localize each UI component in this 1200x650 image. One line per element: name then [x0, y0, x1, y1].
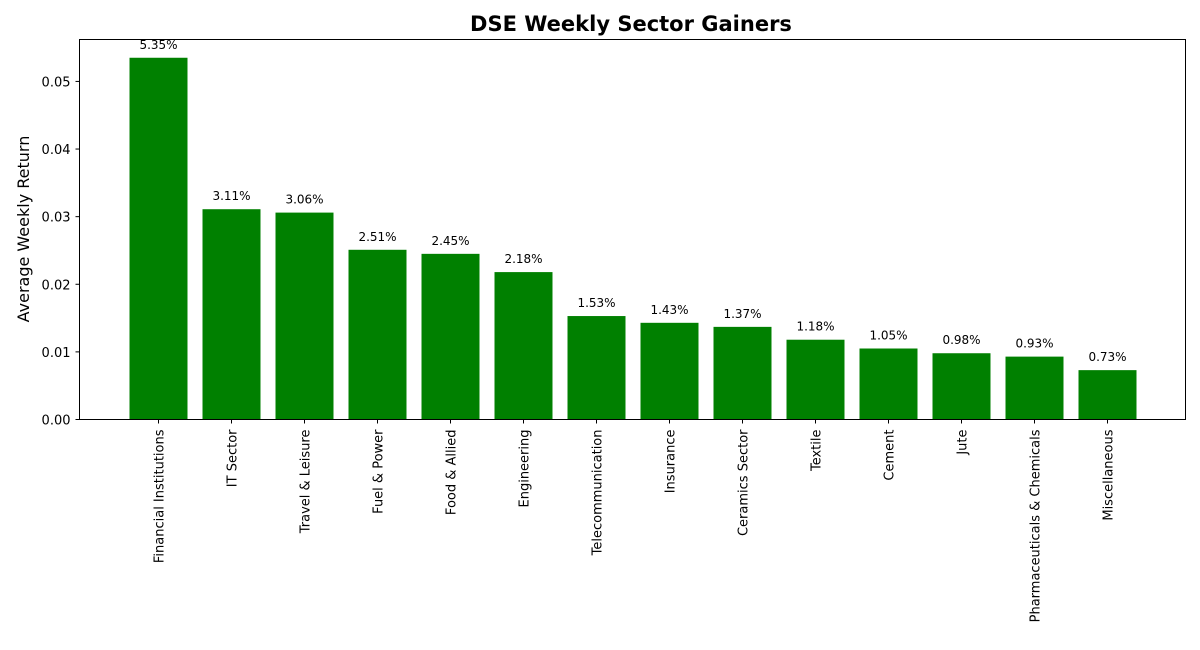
x-tick-label: Jute	[956, 430, 971, 456]
bar	[713, 326, 772, 420]
x-tick-label: Telecommunication	[591, 430, 606, 557]
bar	[129, 57, 188, 420]
x-tick-label: Miscellaneous	[1102, 429, 1117, 520]
x-tick-label: Engineering	[518, 430, 533, 508]
y-tick-label: 0.05	[42, 75, 71, 90]
bar-value-label: 1.18%	[796, 320, 834, 334]
x-tick-label: Food & Allied	[445, 430, 460, 516]
x-tick-label: Textile	[810, 430, 825, 473]
bar	[1078, 370, 1137, 420]
chart-title: DSE Weekly Sector Gainers	[470, 12, 792, 36]
y-tick-label: 0.02	[42, 278, 71, 293]
bar	[348, 249, 407, 420]
bar	[640, 322, 699, 420]
bar-value-label: 0.98%	[942, 333, 980, 347]
bar-value-label: 5.35%	[139, 38, 177, 52]
bar	[421, 253, 480, 420]
bar-value-label: 0.73%	[1088, 350, 1126, 364]
x-tick-label: Financial Institutions	[153, 429, 168, 563]
bar-value-label: 2.51%	[358, 230, 396, 244]
bar-value-label: 2.45%	[431, 234, 469, 248]
bar	[494, 272, 553, 420]
bar	[1005, 356, 1064, 420]
bar	[786, 339, 845, 420]
bar	[932, 353, 991, 420]
bar-value-label: 2.18%	[504, 252, 542, 266]
bars-group	[129, 57, 1137, 420]
y-tick-label: 0.03	[42, 211, 71, 226]
x-tick-label: Ceramics Sector	[737, 429, 752, 536]
bar-value-label: 1.53%	[577, 296, 615, 310]
bar	[202, 209, 261, 420]
y-axis: 0.00 0.01 0.02 0.03 0.04 0.05	[42, 75, 80, 429]
bar	[275, 212, 334, 420]
bar-value-label: 1.05%	[869, 329, 907, 343]
x-tick-label: Cement	[883, 430, 898, 481]
x-tick-label: Insurance	[664, 429, 679, 493]
y-tick-label: 0.00	[42, 414, 71, 429]
bar	[567, 316, 626, 420]
x-tick-label: Pharmaceuticals & Chemicals	[1029, 429, 1044, 622]
bar-value-label: 3.06%	[285, 193, 323, 207]
plot-area-frame	[79, 39, 1186, 420]
bar-value-label: 1.43%	[650, 303, 688, 317]
x-tick-label: Travel & Leisure	[299, 430, 314, 535]
bar-value-label: 3.11%	[212, 189, 250, 203]
bar-value-label: 1.37%	[723, 307, 761, 321]
y-tick-label: 0.04	[42, 143, 71, 158]
bar-value-label: 0.93%	[1015, 337, 1053, 351]
x-tick-label: Fuel & Power	[372, 429, 387, 514]
y-tick-label: 0.01	[42, 346, 71, 361]
y-axis-label: Average Weekly Return	[14, 136, 33, 323]
bar	[859, 348, 918, 420]
x-tick-label: IT Sector	[226, 429, 241, 487]
x-axis: Financial Institutions IT Sector Travel & …	[153, 419, 1117, 622]
data-labels-group: 5.35% 3.11% 3.06% 2.51% 2.45% 2.18% 1.53% 1.43%…	[139, 38, 1126, 364]
